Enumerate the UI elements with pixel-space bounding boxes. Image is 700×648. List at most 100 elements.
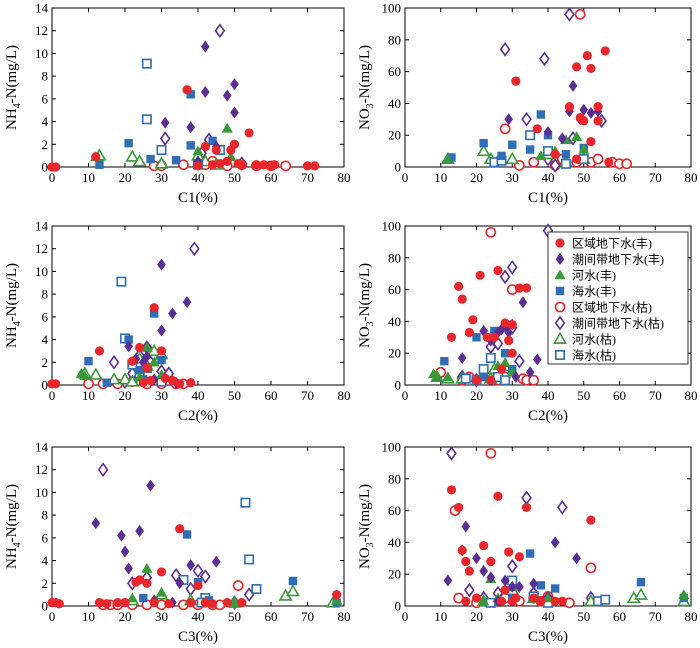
point-river-wet [228,598,241,608]
point-region-wet [493,491,503,501]
point-tidal-wet [579,103,589,116]
point-tidal-wet [200,40,210,53]
x-tick-label: 20 [470,170,483,185]
point-region-wet [489,332,499,342]
data-points [47,462,343,611]
point-region-wet [464,566,474,576]
point-region-wet [550,149,560,159]
x-tick-label: 30 [155,388,168,403]
point-sea-wet [636,577,646,587]
x-tick-label: 60 [265,609,278,624]
point-sea-wet [525,145,535,154]
x-tick-label: 40 [542,609,555,624]
point-river-dry [505,151,520,165]
point-tidal-wet [443,574,453,587]
point-river-wet [578,143,590,154]
point-river-dry [132,154,147,167]
y-tick-label: 8 [42,69,49,84]
y-tick-label: 10 [35,264,48,279]
point-region-dry [621,158,633,170]
point-region-wet [532,124,542,134]
point-region-wet [514,552,525,562]
point-tidal-wet [457,351,467,364]
point-region-wet [500,585,510,595]
x-tick-label: 0 [402,609,409,624]
point-region-wet [186,597,196,608]
x-tick-label: 0 [402,170,409,185]
point-region-wet [579,116,589,126]
legend-marker-region-dry [554,301,566,313]
point-region-wet [127,356,137,366]
point-region-wet [135,342,145,353]
legend-marker-tidal-dry [554,315,566,331]
point-river-wet [442,153,454,164]
point-region-wet [586,515,596,525]
point-region-wet [454,281,464,292]
point-tidal-wet [586,106,596,119]
point-tidal-dry [192,563,204,579]
y-tick-label: 4 [42,332,49,347]
point-sea-wet [208,136,217,146]
point-region-wet [557,596,567,606]
point-region-wet [94,597,105,608]
data-points [47,241,200,390]
point-region-wet [149,303,159,313]
point-tidal-wet [479,565,488,578]
y-tick-label: 2 [42,576,49,591]
point-region-wet [461,556,471,567]
point-sea-wet [102,378,111,387]
y-tick-label: 2 [42,137,49,152]
point-sea-wet [124,335,133,344]
point-river-wet [678,589,690,600]
point-river-wet [141,341,153,352]
point-region-wet [244,128,254,138]
point-sea-wet [288,576,298,586]
panel-c3-no3: 0 10 20 30 40 50 60 70 80 0 20 40 60 80 100 C3(%) NO3-N(… [357,440,698,646]
point-sea-wet [186,90,195,99]
point-sea-dry [251,583,262,594]
y-tick-label: 12 [35,241,48,256]
y-tick-label: 60 [388,503,401,518]
y-tick-label: 14 [35,1,49,16]
point-region-wet [200,597,210,608]
point-region-wet [475,270,485,280]
point-region-wet [504,547,514,557]
point-tidal-wet [230,106,239,119]
point-region-wet [310,161,320,171]
y-tick-label: 0 [395,160,402,175]
point-tidal-wet [124,562,133,575]
point-region-wet [135,575,145,585]
x-tick-label: 70 [649,388,662,403]
legend-label: 潮间带地下水(枯) [572,316,664,331]
x-tick-label: 10 [82,170,95,185]
point-region-wet [486,375,496,385]
point-sea-dry [525,130,536,141]
x-tick-label: 40 [542,388,555,403]
y-axis-label: NO3-N(mg/L) [357,263,376,348]
x-tick-label: 20 [119,609,132,624]
point-tidal-wet [222,89,232,102]
point-tidal-wet [532,353,542,366]
point-sea-dry [500,375,511,386]
x-tick-label: 40 [192,609,205,624]
x-tick-label: 10 [434,388,447,403]
legend-marker-river-wet [554,269,566,280]
y-tick-label: 8 [42,508,49,523]
y-tick-label: 60 [388,64,401,79]
point-tidal-dry [97,462,109,478]
point-region-wet [259,160,269,170]
point-tidal-dry [521,490,532,506]
y-axis-label: NH4-N(mg/L) [4,45,23,130]
x-tick-label: 60 [613,170,626,185]
point-tidal-wet [120,545,130,558]
point-tidal-dry [499,41,511,57]
x-tick-label: 30 [506,170,519,185]
y-tick-label: 2 [42,355,49,370]
y-tick-label: 14 [35,219,49,234]
point-sea-dry [485,352,496,363]
point-sea-dry [560,158,571,169]
x-tick-label: 30 [155,609,168,624]
x-tick-label: 0 [49,170,56,185]
point-region-wet [600,46,610,56]
point-tidal-dry [549,158,561,173]
